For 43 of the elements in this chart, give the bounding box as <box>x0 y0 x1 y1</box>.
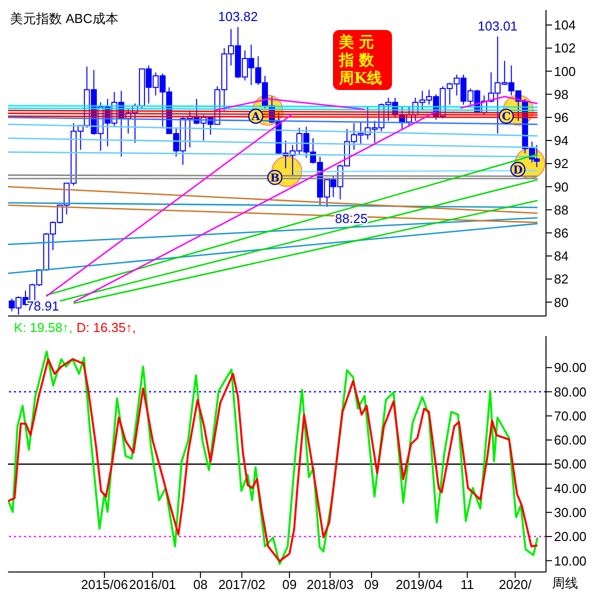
x-tick-label: 2017/02 <box>218 577 266 592</box>
y-tick-label: 80 <box>554 294 568 310</box>
y-tick-label: 92 <box>554 156 568 172</box>
y-tick-label: 40.00 <box>554 480 587 496</box>
annotation: 103.82 <box>218 9 258 24</box>
y-tick-label: 50.00 <box>554 456 587 472</box>
annotation: B <box>270 171 280 184</box>
y-tick-label: 86 <box>554 225 568 240</box>
y-tick-label: 80.00 <box>554 384 587 400</box>
y-tick-label: 20.00 <box>554 529 587 544</box>
annotation: 78.91 <box>26 298 60 314</box>
y-tick-label: 90 <box>554 179 568 194</box>
y-tick-label: 90.00 <box>554 360 587 376</box>
annotation: A <box>250 110 260 124</box>
y-tick-label: 100 <box>554 64 576 79</box>
x-axis-title: 周线 <box>552 576 578 591</box>
y-tick-label: 94 <box>554 133 568 148</box>
x-tick-label: 2015/06 <box>80 577 128 592</box>
y-tick-label: 98 <box>554 86 568 102</box>
x-tick-label: 2019/04 <box>396 577 443 592</box>
y-tick-label: 60.00 <box>554 432 587 448</box>
x-tick-label: 08 <box>193 577 208 592</box>
y-tick-label: 84 <box>554 248 568 264</box>
y-tick-label: 30.00 <box>554 505 587 520</box>
x-tick-label: 09 <box>364 577 379 592</box>
series-label: D: 16.35↑, <box>76 320 136 335</box>
y-tick-label: 104 <box>554 18 576 33</box>
annotation: D <box>513 163 524 176</box>
y-tick-label: 82 <box>554 272 568 287</box>
series-label: K: 19.58↑, <box>14 320 73 335</box>
x-tick-label: 2020/ <box>498 577 532 592</box>
y-tick-label: 96 <box>554 110 568 126</box>
x-tick-label: 2018/03 <box>306 577 354 592</box>
annotation: 103.01 <box>478 18 518 34</box>
y-tick-label: 88 <box>554 202 568 218</box>
x-tick-label: 09 <box>282 577 297 592</box>
y-tick-label: 102 <box>554 40 576 56</box>
x-tick-label: 2016/01 <box>129 577 176 592</box>
chart-title: 美元指数 ABC成本 <box>10 10 118 28</box>
annotation: 美 元指 数周K线 <box>333 30 392 90</box>
y-tick-label: 10.00 <box>554 553 587 568</box>
y-tick-label: 70.00 <box>554 408 587 424</box>
x-tick-label: 11 <box>460 577 474 592</box>
